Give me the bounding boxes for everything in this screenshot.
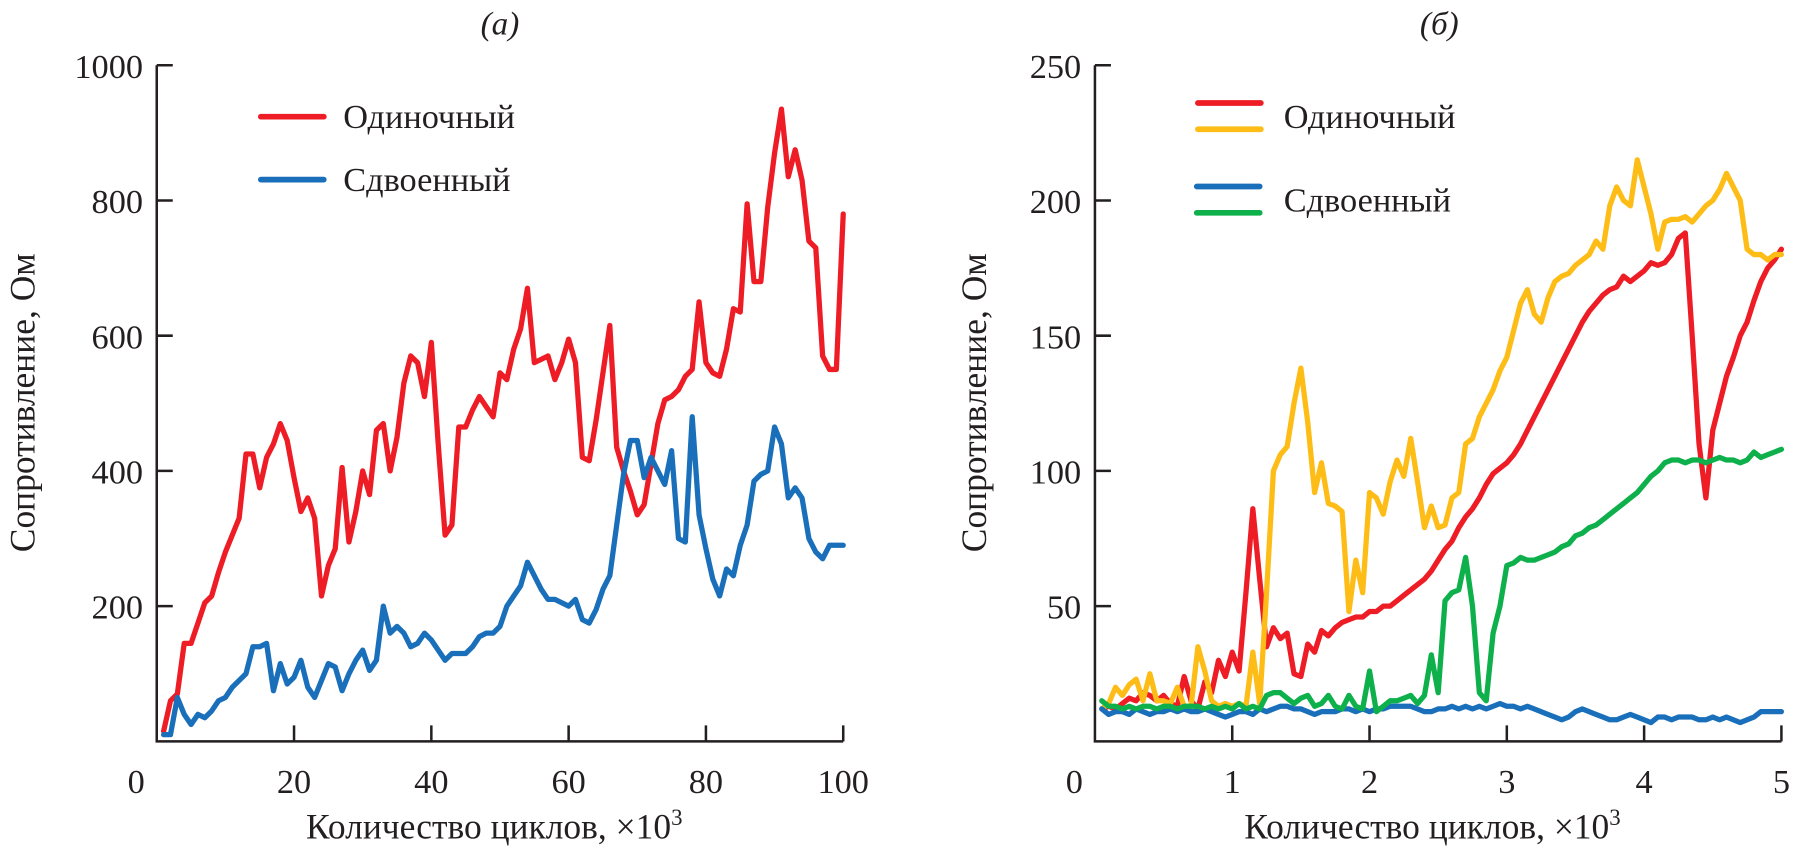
legend-a: Одиночный Сдвоенный xyxy=(258,98,515,199)
x-tick-label-b: 0 xyxy=(1066,763,1083,801)
y-axis-title-b: Сопротивление, Ом xyxy=(954,253,994,552)
x-tick-label-a: 60 xyxy=(551,763,585,801)
x-tick-label-b: 1 xyxy=(1224,763,1241,801)
y-tick-label-b: 100 xyxy=(1030,454,1081,492)
series-line-a-1 xyxy=(160,414,846,738)
y-tick-label-b: 250 xyxy=(1030,48,1081,86)
x-axis-title-a: Количество циклов, ×103 xyxy=(306,805,683,847)
ticks-a: 0 20 40 60 80 100 200 400 600 800 1000 xyxy=(74,48,869,801)
x-axis-title-b-sup: 3 xyxy=(1609,805,1620,830)
y-tick-label-b: 200 xyxy=(1030,183,1081,221)
series-group-b xyxy=(1099,157,1785,726)
series-line-b-3 xyxy=(1099,446,1785,715)
y-tick-label-a: 600 xyxy=(92,318,143,356)
legend-label-single-a: Одиночный xyxy=(343,98,515,136)
x-axis-title-a-sup: 3 xyxy=(671,805,682,830)
x-tick-label-a: 100 xyxy=(817,763,868,801)
y-tick-label-a: 1000 xyxy=(74,48,143,86)
axes-a xyxy=(155,65,844,743)
x-tick-label-b: 4 xyxy=(1636,763,1653,801)
y-tick-label-a: 400 xyxy=(92,454,143,492)
series-line-b-2 xyxy=(1099,700,1785,726)
x-tick-label-b: 5 xyxy=(1773,763,1790,801)
panel-label-a: (а) xyxy=(481,5,520,42)
y-tick-label-a: 200 xyxy=(92,589,143,627)
y-tick-label-b: 150 xyxy=(1030,318,1081,356)
y-axis-title-a: Сопротивление, Ом xyxy=(2,253,42,552)
series-line-a-0 xyxy=(160,106,846,734)
x-tick-label-b: 2 xyxy=(1361,763,1378,801)
x-tick-label-a: 40 xyxy=(414,763,448,801)
y-tick-label-b: 50 xyxy=(1047,589,1081,627)
legend-label-single-b: Одиночный xyxy=(1284,98,1456,136)
series-line-b-0 xyxy=(1099,230,1785,712)
axes-b xyxy=(1093,65,1782,743)
panel-label-b: (б) xyxy=(1420,5,1459,42)
x-axis-title-b: Количество циклов, ×103 xyxy=(1244,805,1621,847)
x-axis-title-a-text: Количество циклов, ×10 xyxy=(306,807,671,847)
x-tick-label-a: 20 xyxy=(277,763,311,801)
x-tick-label-a: 80 xyxy=(689,763,723,801)
series-group-a xyxy=(160,106,846,738)
ticks-b: 0 1 2 3 4 5 50 100 150 200 250 xyxy=(1030,48,1790,801)
legend-label-double-b: Сдвоенный xyxy=(1284,182,1451,220)
x-tick-label-a: 0 xyxy=(128,763,145,801)
series-line-b-1 xyxy=(1099,157,1785,712)
legend-label-double-a: Сдвоенный xyxy=(343,161,510,199)
y-tick-label-a: 800 xyxy=(92,183,143,221)
chart-panel-a: (а) 0 20 40 60 80 100 200 400 600 800 1000 Одиночн… xyxy=(2,5,869,846)
legend-b: Одиночный Сдвоенный xyxy=(1193,98,1456,220)
x-axis-title-b-text: Количество циклов, ×10 xyxy=(1244,807,1609,847)
x-tick-label-b: 3 xyxy=(1498,763,1515,801)
